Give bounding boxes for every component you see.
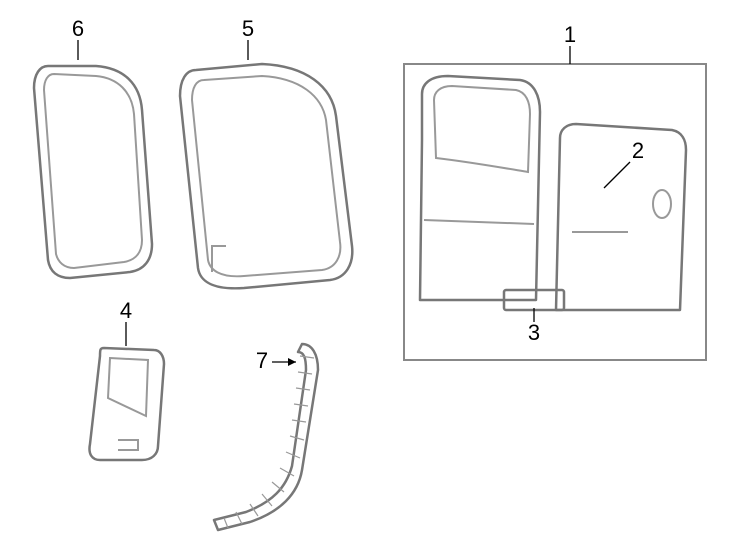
callout-leads xyxy=(78,40,630,366)
callout-4-label: 4 xyxy=(120,298,132,323)
callout-7-label: 7 xyxy=(256,348,268,373)
part-door-weatherstrip xyxy=(180,64,352,288)
part-outer-panel xyxy=(556,124,686,310)
callout-2-label: 2 xyxy=(632,138,644,163)
callout-6-label: 6 xyxy=(72,16,84,41)
part-door-frame xyxy=(420,76,540,300)
callout-3-label: 3 xyxy=(528,320,540,345)
callout-5-label: 5 xyxy=(242,16,254,41)
part-body-weatherstrip xyxy=(34,66,152,278)
callout-1-label: 1 xyxy=(564,22,576,47)
part-corner-seal xyxy=(89,348,164,460)
assembly-box xyxy=(404,64,706,360)
